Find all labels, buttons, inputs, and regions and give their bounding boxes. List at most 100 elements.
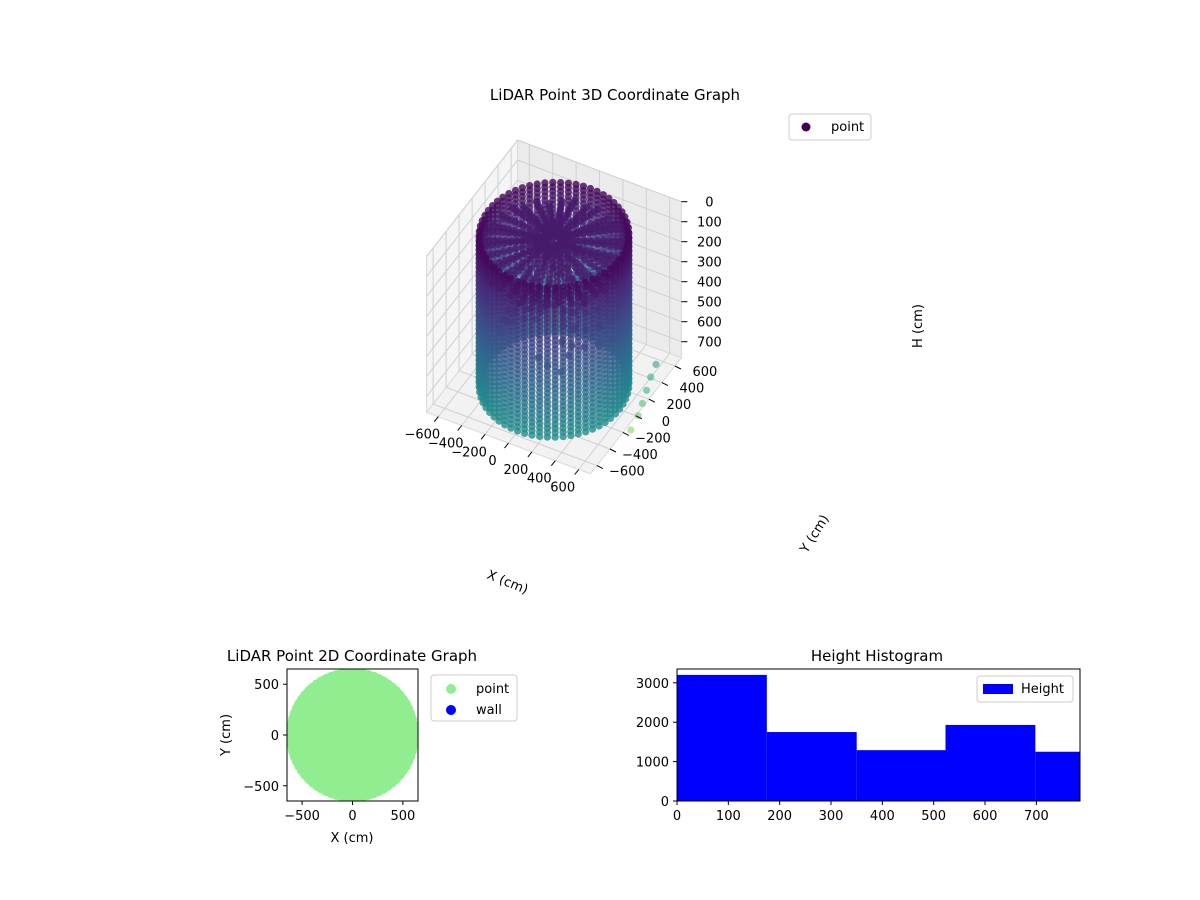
point-3d [570, 237, 578, 245]
point-3d [518, 237, 526, 245]
point-3d [607, 226, 615, 234]
x-tick-mark-3d [527, 451, 533, 458]
point-3d [574, 230, 582, 238]
point-3d [606, 414, 615, 422]
grid-line-y-floor [432, 403, 598, 467]
point-3d [543, 433, 552, 441]
point-3d [559, 433, 567, 441]
point-3d [509, 255, 518, 264]
histogram-bar [1035, 751, 1080, 801]
x-tick-label-hist: 500 [921, 809, 946, 824]
x-tick-mark-3d [504, 442, 509, 449]
x-tick-label-3d: 600 [550, 481, 575, 496]
z-tick-label-3d: 500 [697, 296, 722, 311]
y-tick-label-hist: 2000 [636, 716, 669, 731]
point-3d [524, 236, 532, 244]
point-3d [528, 431, 536, 439]
point-3d [606, 241, 614, 249]
legend-marker-point-3d [801, 122, 811, 132]
point-cloud-3d [475, 178, 660, 441]
point-3d [616, 237, 624, 245]
point-3d [585, 229, 593, 237]
point-3d [488, 251, 496, 259]
x-tick-label-hist: 100 [716, 809, 741, 824]
z-tick-label-3d: 200 [697, 236, 722, 251]
point-cloud-2d [287, 669, 418, 801]
point-3d [567, 432, 575, 440]
z-tick-label-3d: 100 [697, 216, 722, 231]
x-tick-label-2d: 0 [348, 809, 356, 824]
point-3d [574, 430, 582, 438]
histogram-bar [856, 750, 946, 801]
point-3d [612, 242, 620, 250]
point-3d [506, 246, 514, 254]
point-3d [643, 386, 651, 394]
x-tick-label-hist: 700 [1024, 809, 1049, 824]
legend-box-hist [976, 675, 1074, 703]
point-3d [601, 227, 610, 235]
point-3d [505, 229, 513, 237]
point-3d [500, 248, 508, 256]
y-tick-label-3d: −600 [609, 465, 645, 480]
x-tick-label-2d: 500 [390, 809, 415, 824]
point-3d [588, 239, 596, 247]
y-tick-mark-3d [635, 415, 643, 420]
grid-line-y-floor [445, 386, 611, 450]
point-3d [568, 231, 577, 239]
legend-hist: Height [976, 675, 1074, 703]
histogram-bar [945, 724, 1036, 801]
y-tick-label-3d: 400 [679, 382, 704, 397]
legend-3d: point [788, 113, 872, 141]
point-3d [521, 231, 529, 239]
point-3d [506, 238, 514, 247]
legend-label-wall-2d: wall [476, 703, 502, 718]
y-tick-mark-3d [661, 382, 669, 387]
point-3d [495, 417, 503, 425]
point-3d [551, 433, 559, 441]
point-3d [514, 427, 522, 435]
x-tick-label-2d: −500 [284, 809, 320, 824]
grid-line-z-side [426, 139, 518, 257]
point-3d [596, 227, 604, 236]
x-axis-label-2d: X (cm) [331, 831, 374, 846]
y-tick-label-3d: −400 [622, 448, 658, 463]
point-3d [580, 299, 588, 307]
x-tick-label-3d: −200 [451, 445, 487, 460]
point-3d [595, 257, 603, 265]
histogram-bar [677, 674, 767, 801]
x-tick-mark-3d [574, 469, 580, 475]
x-tick-label-3d: 200 [503, 463, 528, 478]
point-3d [489, 227, 497, 235]
point-3d [516, 230, 524, 238]
x-axis-label-3d: X (cm) [485, 568, 530, 598]
point-3d [515, 253, 523, 261]
point-3d [494, 240, 502, 248]
point-3d [546, 270, 554, 278]
z-axis-label-3d: H (cm) [911, 304, 926, 348]
z-tick-label-3d: 0 [705, 196, 713, 211]
z-tick-label-3d: 300 [697, 256, 722, 271]
point-3d [494, 249, 502, 257]
x-tick-label-3d: 400 [527, 472, 552, 487]
point-3d [600, 240, 608, 249]
y-tick-label-hist: 0 [661, 795, 669, 810]
y-tick-mark-3d [609, 448, 617, 453]
point-3d [647, 373, 655, 381]
x-tick-mark-3d [457, 425, 463, 431]
y-tick-label-2d: −500 [243, 780, 279, 795]
point-3d [494, 227, 502, 235]
y-tick-label-2d: 0 [271, 729, 279, 744]
point-3d [600, 260, 609, 268]
x-tick-label-3d: −600 [404, 428, 440, 443]
plot-area-2d: −500 0 500 −500 0 500 [243, 668, 419, 824]
point-3d [652, 360, 660, 368]
x-tick-mark-3d [550, 460, 556, 467]
point-3d [521, 250, 529, 258]
x-tick-label-hist: 400 [870, 809, 895, 824]
histogram-bar [766, 732, 857, 801]
point-3d [512, 245, 520, 253]
point-3d [590, 254, 598, 262]
point-3d [518, 243, 526, 251]
point-3d [512, 238, 520, 246]
